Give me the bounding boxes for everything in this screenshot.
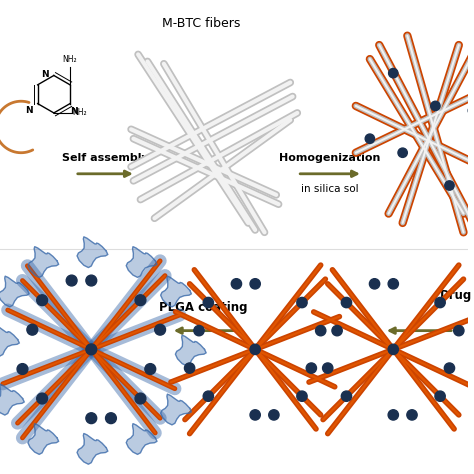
- Text: N: N: [42, 70, 49, 79]
- Polygon shape: [77, 237, 108, 267]
- Polygon shape: [77, 433, 108, 464]
- Text: M-BTC fibers: M-BTC fibers: [162, 18, 240, 30]
- Text: in silica sol: in silica sol: [301, 184, 359, 194]
- Circle shape: [106, 413, 117, 424]
- Text: Drug: Drug: [440, 289, 473, 302]
- Circle shape: [431, 101, 440, 110]
- Circle shape: [194, 326, 204, 336]
- Circle shape: [323, 363, 333, 373]
- Circle shape: [86, 275, 97, 286]
- Circle shape: [388, 279, 399, 289]
- Circle shape: [86, 344, 97, 355]
- Circle shape: [231, 279, 242, 289]
- Polygon shape: [161, 276, 191, 307]
- Circle shape: [389, 68, 398, 78]
- Circle shape: [435, 297, 445, 308]
- Circle shape: [332, 326, 342, 336]
- Circle shape: [36, 295, 47, 306]
- Circle shape: [135, 295, 146, 306]
- Polygon shape: [126, 246, 157, 277]
- Text: N: N: [70, 108, 78, 117]
- Circle shape: [297, 391, 307, 401]
- Text: Self assembly: Self assembly: [62, 154, 149, 164]
- Polygon shape: [28, 424, 59, 455]
- Circle shape: [398, 148, 407, 157]
- Polygon shape: [0, 325, 19, 356]
- Circle shape: [369, 279, 380, 289]
- Circle shape: [269, 410, 279, 420]
- Circle shape: [407, 410, 417, 420]
- Circle shape: [445, 181, 454, 190]
- Circle shape: [184, 363, 195, 373]
- Polygon shape: [0, 276, 29, 307]
- Circle shape: [297, 297, 307, 308]
- Circle shape: [388, 410, 399, 420]
- Circle shape: [454, 326, 464, 336]
- Circle shape: [66, 275, 77, 286]
- Text: Homogenization: Homogenization: [279, 154, 381, 164]
- Polygon shape: [161, 394, 191, 425]
- Polygon shape: [126, 424, 157, 455]
- Circle shape: [316, 326, 326, 336]
- Circle shape: [203, 297, 213, 308]
- Circle shape: [27, 324, 38, 335]
- Circle shape: [17, 364, 28, 374]
- Text: NH₂: NH₂: [72, 109, 87, 118]
- Circle shape: [388, 344, 399, 355]
- Polygon shape: [175, 335, 206, 366]
- Text: PLGA coating: PLGA coating: [159, 301, 248, 314]
- Circle shape: [145, 364, 155, 374]
- Circle shape: [341, 297, 352, 308]
- Circle shape: [435, 391, 445, 401]
- Text: N: N: [26, 106, 33, 115]
- Circle shape: [468, 106, 474, 115]
- Circle shape: [306, 363, 317, 373]
- Circle shape: [250, 344, 260, 355]
- Circle shape: [250, 279, 260, 289]
- Text: NH₂: NH₂: [63, 55, 77, 64]
- Circle shape: [86, 413, 97, 424]
- Circle shape: [250, 410, 260, 420]
- Circle shape: [444, 363, 455, 373]
- Circle shape: [341, 391, 352, 401]
- Circle shape: [155, 324, 165, 335]
- Polygon shape: [0, 384, 24, 415]
- Polygon shape: [28, 246, 59, 277]
- Circle shape: [36, 393, 47, 404]
- Circle shape: [135, 393, 146, 404]
- Circle shape: [365, 134, 374, 143]
- Circle shape: [203, 391, 213, 401]
